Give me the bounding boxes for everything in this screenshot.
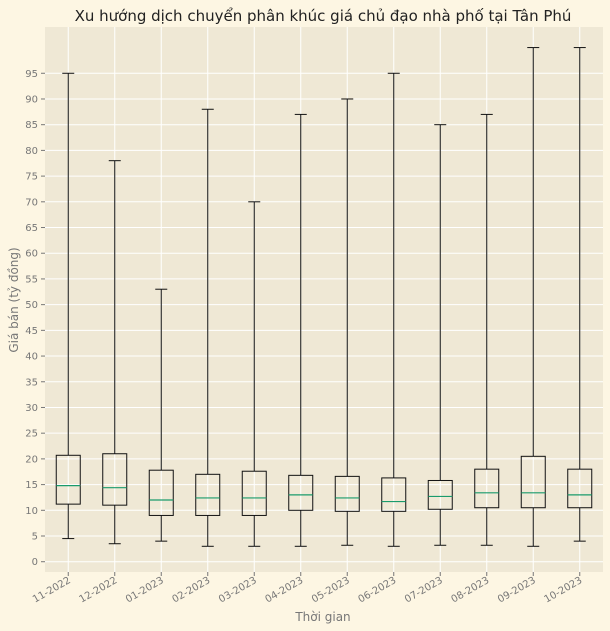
box-04-2023 [288, 113, 314, 547]
y-tick-label: 0 [32, 557, 38, 568]
box-08-2023 [474, 113, 500, 546]
x-tick-label: 04-2023 [264, 575, 306, 605]
y-tick-label: 35 [25, 377, 38, 388]
x-axis-label: Thời gian [294, 610, 350, 624]
box-09-2023 [520, 47, 546, 547]
iqr-box [334, 475, 360, 512]
iqr-box [427, 479, 453, 510]
x-tick-label: 06-2023 [357, 575, 399, 605]
iqr-box [195, 473, 221, 516]
box-02-2023 [195, 108, 221, 547]
y-tick-label: 15 [25, 480, 38, 491]
chart-title: Xu hướng dịch chuyển phân khúc giá chủ đ… [75, 7, 572, 25]
y-tick-label: 85 [25, 120, 38, 131]
box-01-2023 [148, 288, 174, 542]
box-05-2023 [334, 98, 360, 546]
y-tick-label: 5 [32, 532, 38, 543]
y-tick-label: 40 [25, 352, 38, 363]
x-tick-label: 05-2023 [310, 575, 352, 605]
x-tick-label: 11-2022 [31, 575, 73, 605]
box-07-2023 [427, 124, 453, 546]
x-tick-label: 01-2023 [124, 575, 166, 605]
y-tick-label: 70 [25, 197, 38, 208]
box-10-2023 [567, 47, 593, 542]
x-tick-label: 12-2022 [78, 575, 120, 605]
iqr-box [148, 469, 174, 516]
iqr-box [241, 470, 267, 516]
box-11-2022 [55, 72, 81, 540]
y-tick-label: 10 [25, 506, 38, 517]
y-tick-label: 30 [25, 403, 38, 414]
x-tick-label: 09-2023 [496, 575, 538, 605]
box-12-2022 [102, 160, 128, 545]
iqr-box [288, 474, 314, 511]
y-tick-label: 75 [25, 172, 38, 183]
box-06-2023 [381, 72, 407, 547]
y-tick-label: 55 [25, 274, 38, 285]
x-tick-label: 03-2023 [217, 575, 259, 605]
box-03-2023 [241, 201, 267, 547]
y-tick-label: 45 [25, 326, 38, 337]
x-tick-label: 10-2023 [543, 575, 585, 605]
y-axis-ticks: 0 5 10 15 20 25 30 35 40 45 50 55 60 65 70 75 80 85 90 95 [25, 69, 45, 568]
iqr-box [567, 468, 593, 509]
y-tick-label: 50 [25, 300, 38, 311]
y-tick-label: 60 [25, 249, 38, 260]
iqr-box [55, 454, 81, 505]
plot-area [45, 27, 603, 572]
y-tick-label: 95 [25, 69, 38, 80]
boxes [55, 47, 593, 547]
iqr-box [520, 455, 546, 509]
iqr-box [102, 453, 128, 506]
y-axis-label: Giá bán (tỷ đồng) [7, 247, 21, 352]
y-tick-label: 65 [25, 223, 38, 234]
x-tick-label: 08-2023 [450, 575, 492, 605]
x-tick-label: 07-2023 [403, 575, 445, 605]
y-tick-label: 90 [25, 94, 38, 105]
y-tick-label: 80 [25, 146, 38, 157]
x-axis-ticks: 11-2022 12-2022 01-2023 02-2023 03-2023 04-20… [31, 572, 584, 605]
iqr-box [474, 468, 500, 509]
x-tick-label: 02-2023 [171, 575, 213, 605]
y-tick-label: 20 [25, 454, 38, 465]
y-tick-label: 25 [25, 429, 38, 440]
iqr-box [381, 477, 407, 512]
